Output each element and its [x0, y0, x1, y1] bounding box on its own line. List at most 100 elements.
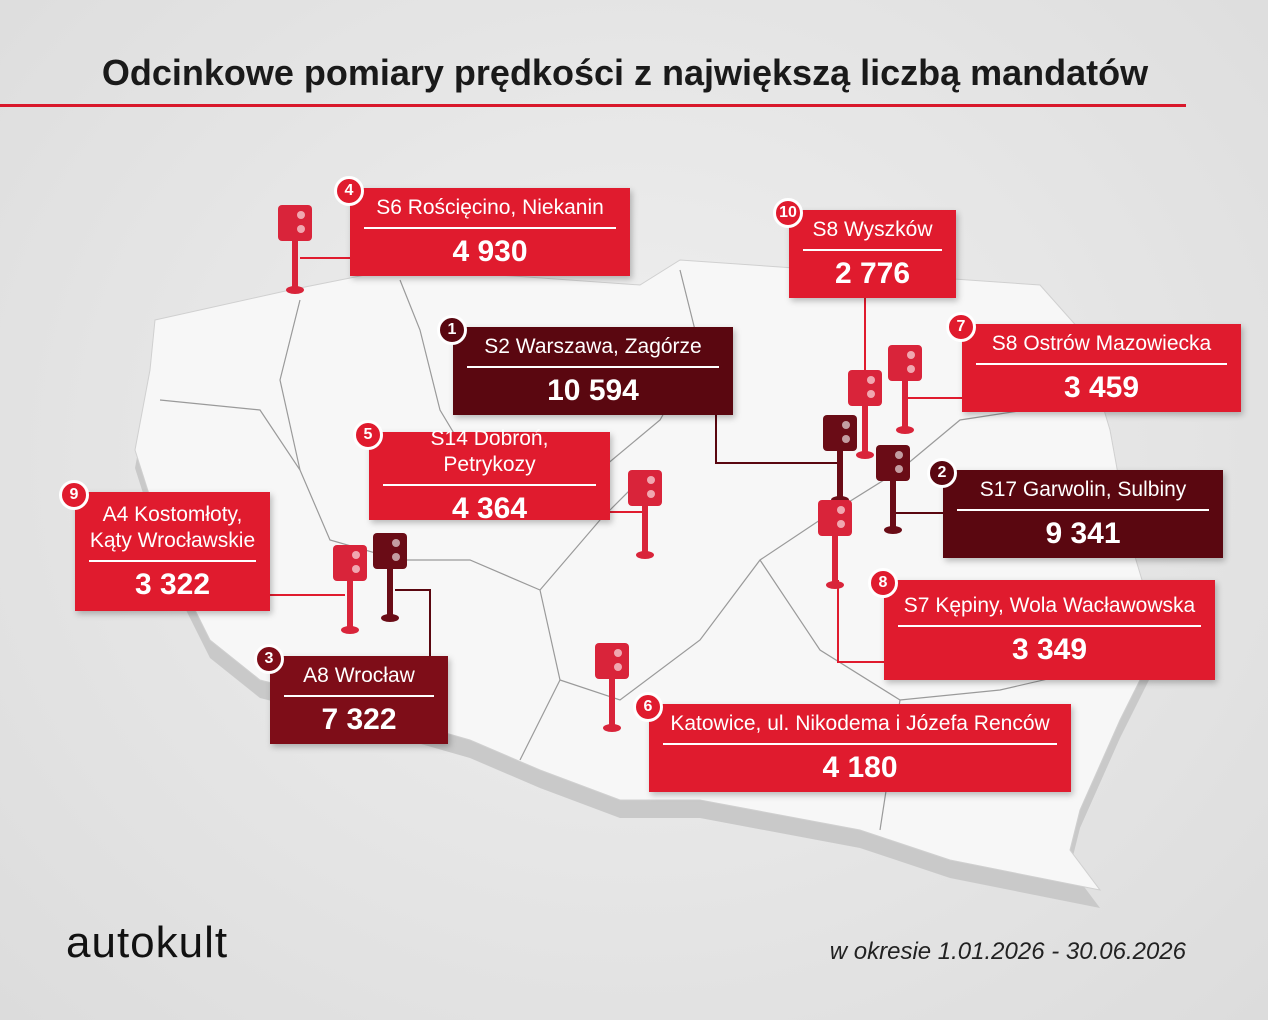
ticket-count: 10 594 — [547, 374, 639, 407]
connectors — [270, 257, 962, 663]
label-box: A8 Wrocław 7 322 — [270, 656, 448, 744]
rank-badge: 1 — [437, 315, 467, 345]
title-rule — [0, 104, 1186, 107]
rank-badge: 3 — [254, 644, 284, 674]
connector — [395, 589, 431, 656]
camera-lens — [392, 539, 400, 547]
segment-name: S14 Dobroń, Petrykozy — [383, 426, 596, 486]
label-box: S2 Warszawa, Zagórze 10 594 — [453, 327, 733, 415]
label-box: S14 Dobroń, Petrykozy 4 364 — [369, 427, 610, 525]
camera-body — [876, 445, 910, 481]
label-box: A4 Kostomłoty, Kąty Wrocławskie 3 322 — [75, 492, 270, 611]
brand: autokult — [66, 918, 229, 967]
camera-pole — [862, 405, 868, 455]
segment-name: S7 Kępiny, Wola Wacławowska — [898, 593, 1201, 627]
title: Odcinkowe pomiary prędkości z największą… — [101, 52, 1149, 93]
camera-pole — [642, 505, 648, 555]
camera-lens — [352, 551, 360, 559]
camera — [818, 500, 852, 589]
camera-base — [856, 451, 874, 459]
camera-body — [628, 470, 662, 506]
camera — [848, 370, 882, 459]
connector — [837, 580, 884, 663]
camera — [628, 470, 662, 559]
camera-pole — [347, 580, 353, 630]
rank-badge: 4 — [334, 176, 364, 206]
camera-lens — [895, 451, 903, 459]
camera-lens — [907, 365, 915, 373]
rank-badge: 5 — [353, 420, 383, 450]
camera-pole — [837, 450, 843, 500]
camera-body — [848, 370, 882, 406]
camera-pole — [387, 568, 393, 618]
ticket-count: 4 930 — [452, 235, 528, 268]
camera-body — [823, 415, 857, 451]
camera-lens — [614, 663, 622, 671]
ticket-count: 3 349 — [1011, 633, 1088, 666]
camera-lens — [837, 520, 845, 528]
camera-body — [818, 500, 852, 536]
camera — [823, 415, 857, 504]
label-box: S8 Ostrów Mazowiecka 3 459 — [962, 324, 1241, 412]
segment-name: S6 Rościęcino, Niekanin — [364, 195, 616, 229]
ticket-count: 9 341 — [1045, 517, 1121, 550]
camera-lens — [647, 490, 655, 498]
segment-name: A8 Wrocław — [284, 663, 434, 697]
camera-pole — [292, 240, 298, 290]
camera-body — [595, 643, 629, 679]
label-box: S6 Rościęcino, Niekanin 4 930 — [350, 188, 630, 276]
camera-lens — [837, 506, 845, 514]
label-box: Katowice, ul. Nikodema i Józefa Renców 4 … — [649, 704, 1071, 792]
camera-body — [278, 205, 312, 241]
cameras — [278, 205, 922, 732]
camera-base — [896, 426, 914, 434]
camera-base — [341, 626, 359, 634]
camera — [595, 643, 629, 732]
camera-lens — [842, 435, 850, 443]
camera-lens — [867, 390, 875, 398]
camera-lens — [647, 476, 655, 484]
camera — [278, 205, 312, 294]
ticket-count: 7 322 — [321, 703, 397, 736]
ticket-count: 2 776 — [834, 257, 911, 290]
camera-lens — [352, 565, 360, 573]
camera-lens — [297, 225, 305, 233]
segment-name: S8 Wyszków — [803, 217, 942, 251]
rank-badge: 9 — [59, 480, 89, 510]
camera — [876, 445, 910, 534]
camera-pole — [832, 535, 838, 585]
label-box: S7 Kępiny, Wola Wacławowska 3 349 — [884, 580, 1215, 680]
camera-base — [381, 614, 399, 622]
camera-body — [333, 545, 367, 581]
segment-name: S17 Garwolin, Sulbiny — [957, 477, 1209, 511]
rank-badge: 8 — [868, 568, 898, 598]
camera-body — [888, 345, 922, 381]
camera — [333, 545, 367, 634]
ticket-count: 4 364 — [451, 492, 528, 525]
rank-badge: 7 — [946, 312, 976, 342]
label-box: S17 Garwolin, Sulbiny 9 341 — [943, 470, 1223, 558]
camera-base — [636, 551, 654, 559]
rank-badge: 6 — [633, 692, 663, 722]
camera-base — [826, 581, 844, 589]
rank-badge: 10 — [773, 198, 803, 228]
segment-name: Katowice, ul. Nikodema i Józefa Renców — [663, 711, 1057, 745]
segment-name: A4 Kostomłoty, Kąty Wrocławskie — [89, 502, 256, 562]
ticket-count: 3 459 — [1063, 371, 1140, 404]
camera-lens — [614, 649, 622, 657]
camera-base — [603, 724, 621, 732]
camera-body — [373, 533, 407, 569]
rank-badge: 2 — [927, 458, 957, 488]
camera-lens — [907, 351, 915, 359]
period: w okresie 1.01.2026 - 30.06.2026 — [829, 938, 1186, 965]
label-box: S8 Wyszków 2 776 — [789, 210, 956, 298]
segment-name: S8 Ostrów Mazowiecka — [976, 331, 1227, 365]
camera-lens — [297, 211, 305, 219]
camera-pole — [890, 480, 896, 530]
camera-lens — [392, 553, 400, 561]
camera-base — [884, 526, 902, 534]
camera-pole — [609, 678, 615, 728]
camera — [888, 345, 922, 434]
ticket-count: 3 322 — [134, 567, 211, 601]
